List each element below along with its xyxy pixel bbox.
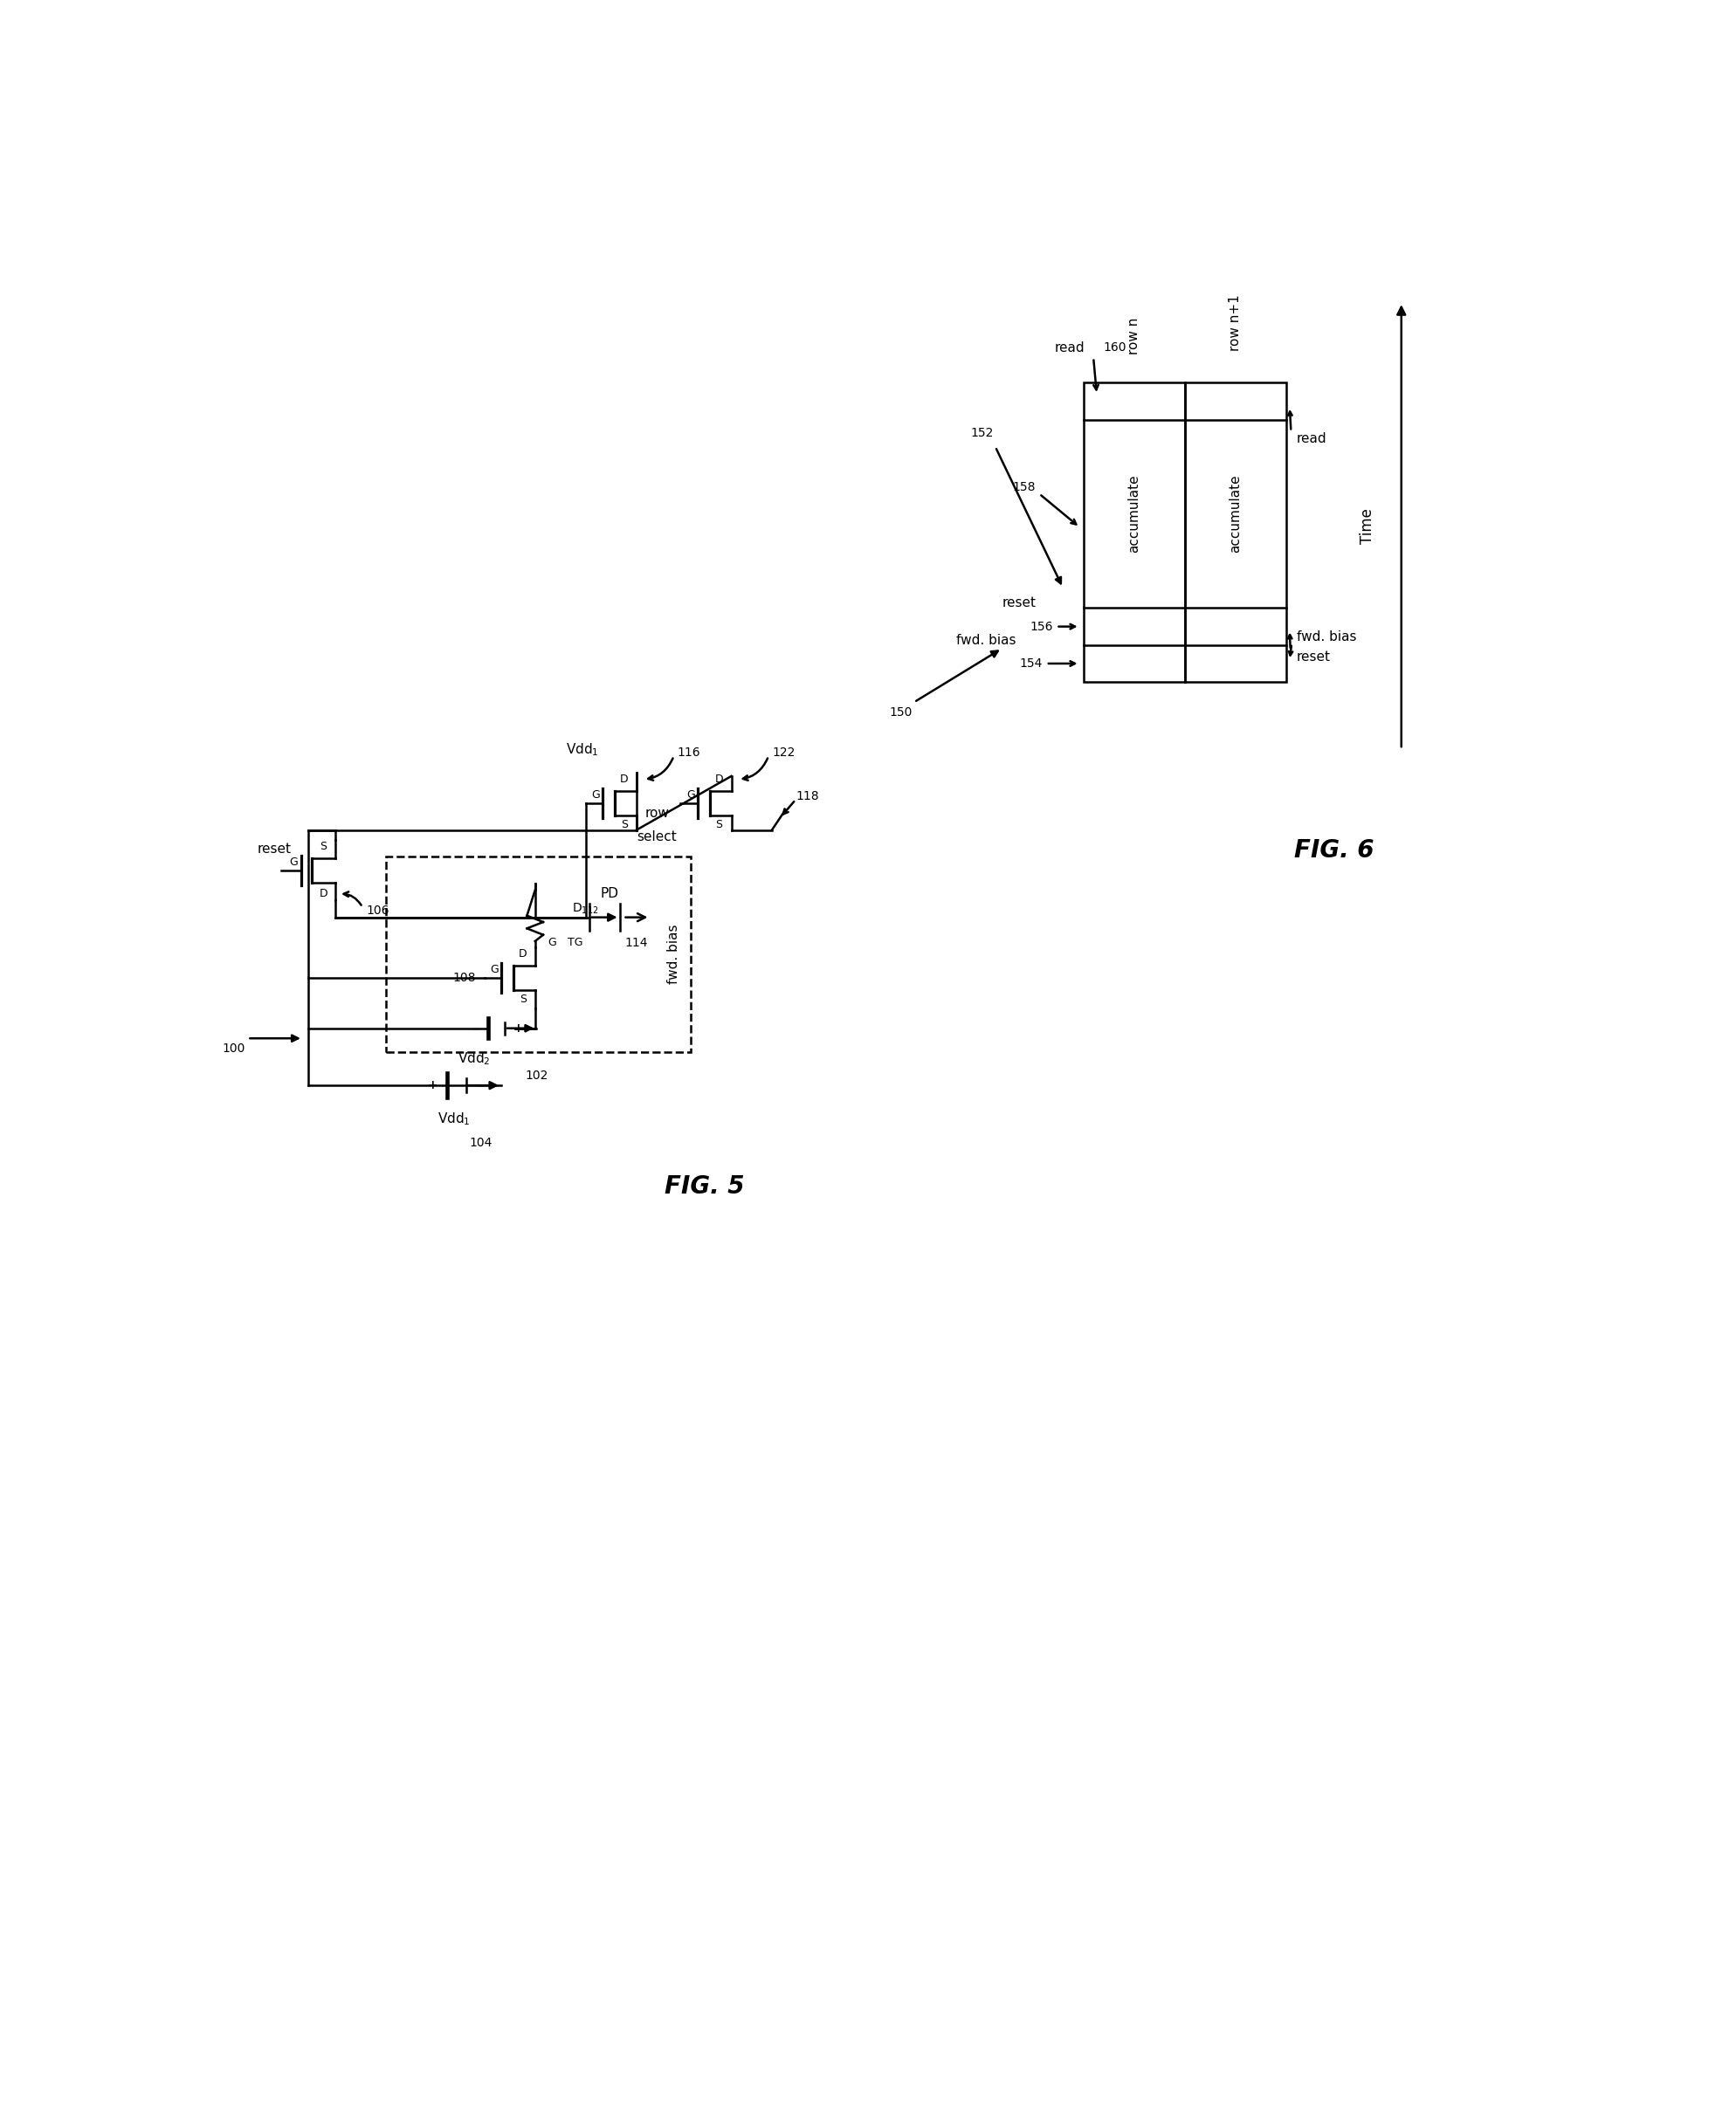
Bar: [385, 857, 691, 1052]
Text: 158: 158: [1012, 480, 1036, 493]
Text: 152: 152: [970, 427, 993, 440]
Text: D: D: [519, 948, 528, 961]
Text: G: G: [490, 963, 498, 976]
Text: read: read: [1054, 340, 1085, 355]
Text: row n+1: row n+1: [1229, 293, 1241, 351]
Text: -: -: [477, 1078, 484, 1093]
Text: S: S: [319, 842, 326, 853]
Text: G: G: [686, 789, 694, 802]
Text: 122: 122: [773, 746, 795, 759]
Bar: [1083, 383, 1184, 682]
Text: accumulate: accumulate: [1229, 474, 1241, 553]
Text: FIG. 6: FIG. 6: [1293, 838, 1373, 863]
Text: reset: reset: [1297, 651, 1330, 663]
Text: D: D: [715, 774, 724, 784]
Text: Vdd$_2$: Vdd$_2$: [458, 1050, 491, 1067]
Text: 160: 160: [1104, 342, 1127, 353]
Text: D$_{112}$: D$_{112}$: [573, 901, 599, 916]
Bar: [1184, 383, 1286, 682]
Text: 150: 150: [889, 706, 911, 719]
Text: 154: 154: [1019, 657, 1043, 670]
Text: Time: Time: [1359, 508, 1375, 544]
Text: TG: TG: [568, 938, 583, 948]
Text: S: S: [519, 993, 526, 1006]
Text: row: row: [644, 806, 668, 821]
Text: read: read: [1297, 432, 1326, 444]
Text: G: G: [592, 789, 601, 802]
Text: 114: 114: [625, 938, 648, 948]
Text: G: G: [290, 857, 299, 867]
Text: 104: 104: [469, 1137, 493, 1148]
Text: Vdd$_1$: Vdd$_1$: [566, 742, 599, 757]
Text: -: -: [472, 1020, 477, 1035]
Text: row n: row n: [1127, 317, 1141, 355]
Text: 106: 106: [366, 904, 389, 916]
Text: 118: 118: [795, 791, 819, 802]
Text: +: +: [427, 1080, 437, 1091]
Text: 156: 156: [1029, 621, 1052, 634]
Text: 100: 100: [222, 1042, 245, 1054]
Text: reset: reset: [1002, 597, 1036, 610]
Text: PD: PD: [601, 887, 618, 899]
Text: fwd. bias: fwd. bias: [1297, 629, 1356, 644]
Text: reset: reset: [257, 842, 292, 855]
Text: S: S: [715, 819, 722, 831]
Text: 102: 102: [524, 1069, 549, 1082]
Text: +: +: [514, 1023, 523, 1035]
Text: Vdd$_1$: Vdd$_1$: [437, 1112, 470, 1127]
Text: D: D: [319, 889, 328, 899]
Text: select: select: [637, 829, 677, 844]
Text: fwd. bias: fwd. bias: [667, 925, 681, 984]
Text: accumulate: accumulate: [1127, 474, 1141, 553]
Text: 116: 116: [677, 746, 700, 759]
Text: G: G: [549, 938, 556, 948]
Text: D: D: [620, 774, 628, 784]
Text: FIG. 5: FIG. 5: [665, 1174, 745, 1199]
Text: S: S: [621, 819, 628, 831]
Text: 108: 108: [453, 972, 476, 984]
Text: fwd. bias: fwd. bias: [957, 634, 1016, 646]
